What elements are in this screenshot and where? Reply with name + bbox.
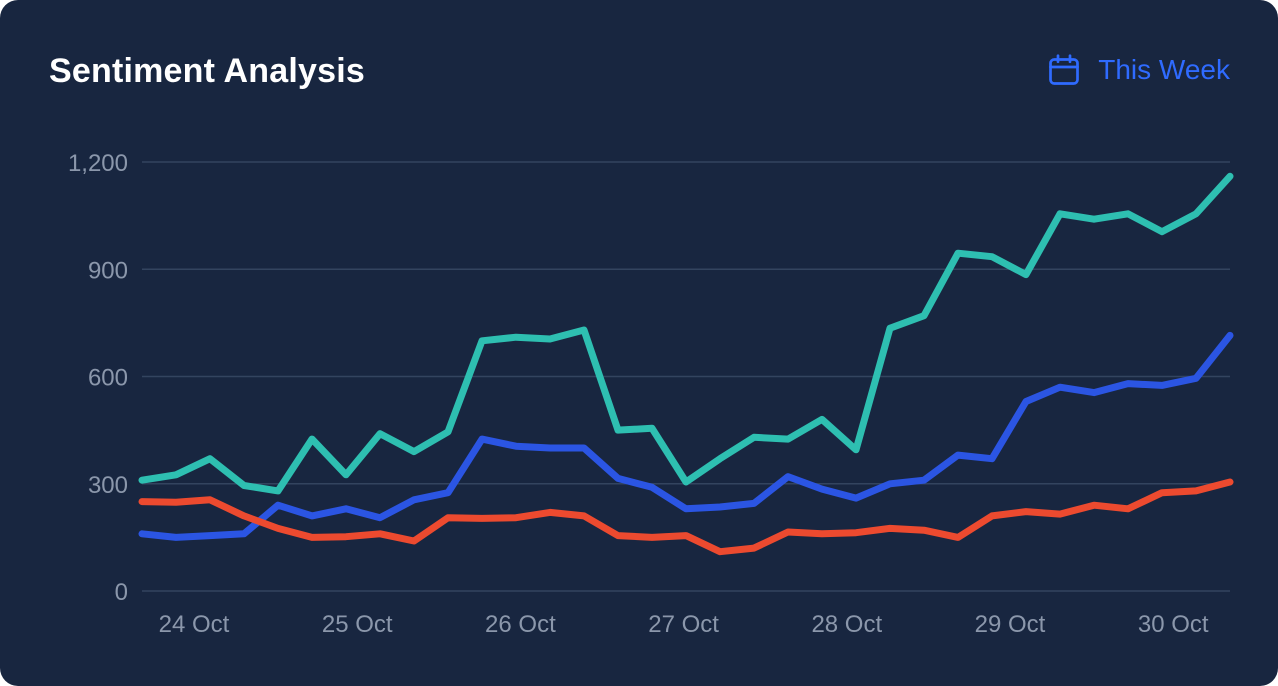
series-line-1 <box>138 172 1234 495</box>
y-tick-label: 600 <box>88 365 128 392</box>
y-tick-label: 0 <box>115 579 128 606</box>
calendar-icon <box>1046 52 1082 88</box>
x-tick-label: 25 Oct <box>322 611 393 638</box>
series-line-3 <box>138 478 1234 556</box>
x-tick-label: 26 Oct <box>485 611 556 638</box>
x-tick-label: 27 Oct <box>648 611 719 638</box>
x-tick-label: 30 Oct <box>1138 611 1209 638</box>
y-tick-label: 1,200 <box>68 150 128 177</box>
x-tick-label: 28 Oct <box>811 611 882 638</box>
x-tick-label: 24 Oct <box>159 611 230 638</box>
y-tick-label: 300 <box>88 472 128 499</box>
date-range-label: This Week <box>1098 54 1230 85</box>
date-range-selector[interactable]: This Week <box>1046 52 1230 88</box>
y-tick-label: 900 <box>88 257 128 284</box>
series-line-2 <box>138 331 1234 541</box>
x-tick-label: 29 Oct <box>975 611 1046 638</box>
chart-title: Sentiment Analysis <box>49 52 365 90</box>
